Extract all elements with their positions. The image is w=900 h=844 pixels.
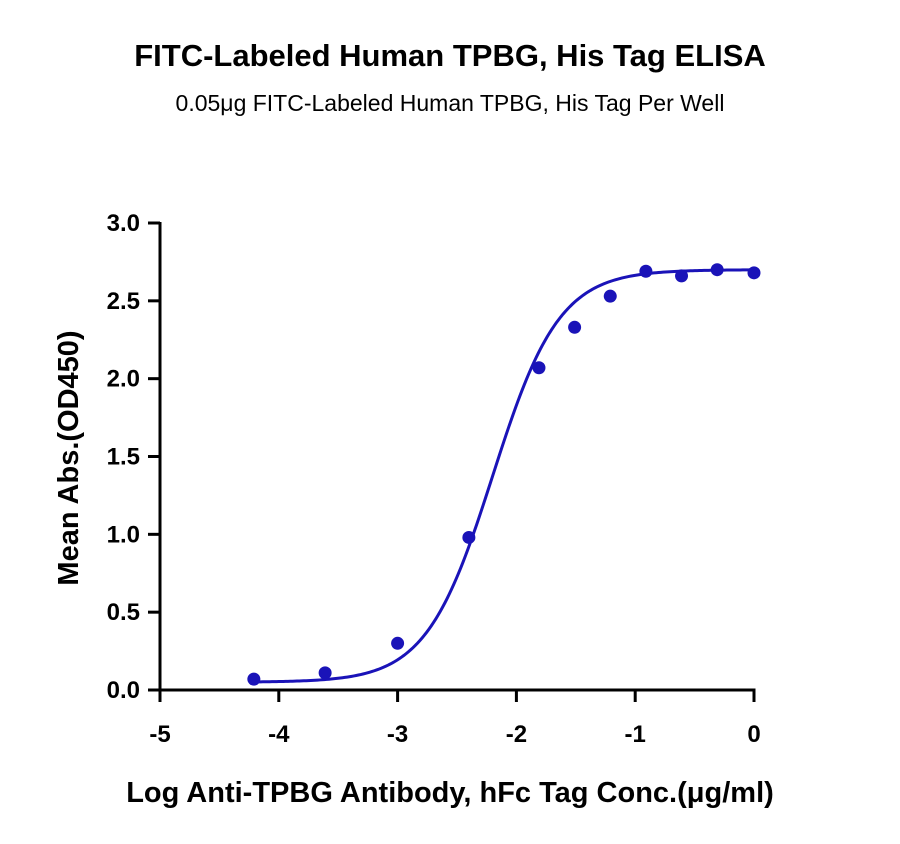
y-tick-label: 3.0 [107, 210, 140, 237]
x-tick-label: -2 [506, 721, 527, 748]
chart-subtitle: 0.05μg FITC-Labeled Human TPBG, His Tag … [175, 90, 725, 116]
x-tick-label: -1 [625, 721, 646, 748]
data-point [318, 666, 332, 680]
data-point [462, 530, 476, 544]
data-point [710, 263, 724, 277]
y-axis-title: Mean Abs.(OD450) [53, 330, 85, 585]
data-point [603, 289, 617, 303]
y-tick-label: 2.0 [107, 366, 140, 393]
data-point [747, 266, 761, 280]
data-point [247, 672, 261, 686]
fit-curve [253, 268, 755, 684]
x-axis-title: Log Anti-TPBG Antibody, hFc Tag Conc.(μg… [126, 777, 774, 809]
axes: 0.0 0.5 1.0 1.5 2.0 2.5 3.0 -5 -4 -3 -2 -1 0 [107, 210, 761, 748]
data-point [675, 269, 689, 283]
x-tick-label: -5 [149, 721, 170, 748]
x-tick-label: -3 [387, 721, 408, 748]
x-tick-label: 0 [747, 721, 760, 748]
data-point [639, 264, 653, 278]
data-point [532, 361, 546, 375]
y-tick-label: 1.0 [107, 521, 140, 548]
x-tick-label: -4 [268, 721, 290, 748]
y-tick-label: 0.5 [107, 599, 140, 626]
data-point [391, 636, 405, 650]
y-ticks: 0.0 0.5 1.0 1.5 2.0 2.5 3.0 [107, 210, 160, 704]
y-tick-label: 2.5 [107, 288, 140, 315]
data-points [247, 263, 761, 686]
y-tick-label: 0.0 [107, 677, 140, 704]
y-tick-label: 1.5 [107, 444, 140, 471]
x-ticks: -5 -4 -3 -2 -1 0 [149, 690, 761, 748]
data-point [568, 320, 582, 334]
chart-title: FITC-Labeled Human TPBG, His Tag ELISA [134, 38, 766, 73]
